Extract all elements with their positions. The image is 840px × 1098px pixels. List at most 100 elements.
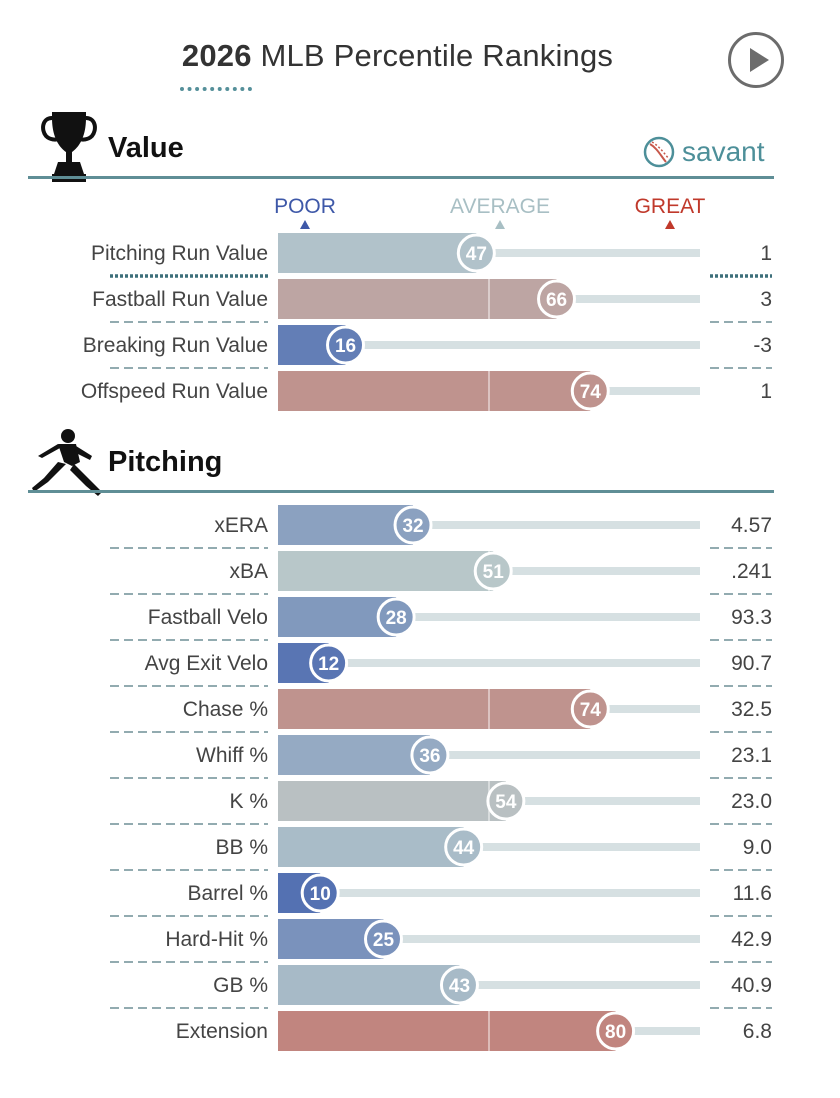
percentile-bar[interactable]	[278, 965, 460, 1005]
legend-average-label: AVERAGE	[450, 195, 550, 218]
metric-label: xERA	[214, 514, 268, 537]
bar-track	[396, 613, 700, 621]
percentile-label: 54	[495, 792, 517, 813]
bar-track	[505, 797, 700, 805]
metric-label: Fastball Run Value	[92, 288, 268, 311]
metric-label: GB %	[213, 974, 268, 997]
legend-great-marker	[665, 220, 675, 229]
page-title: 2026 MLB Percentile Rankings	[0, 38, 795, 74]
percentile-label: 25	[373, 930, 395, 951]
bar-track	[328, 659, 700, 667]
percentile-bubble[interactable]	[570, 371, 610, 411]
percentile-label: 74	[580, 700, 602, 721]
percentile-bar[interactable]	[278, 505, 414, 545]
section-title-value: Value	[108, 132, 184, 164]
percentile-bar[interactable]	[278, 371, 591, 411]
percentile-bar[interactable]	[278, 233, 477, 273]
percentile-bubble[interactable]	[300, 873, 340, 913]
bar-track	[429, 751, 700, 759]
metric-value: 90.7	[731, 652, 772, 675]
percentile-label: 80	[605, 1022, 626, 1043]
metric-label: Whiff %	[196, 744, 268, 767]
metric-value: 93.3	[731, 606, 772, 629]
metric-label: Barrel %	[187, 882, 268, 905]
percentile-bubble[interactable]	[473, 551, 513, 591]
legend-poor-label: POOR	[274, 195, 336, 218]
metric-label: K %	[229, 790, 268, 813]
percentile-bar[interactable]	[278, 1011, 616, 1051]
percentile-bubble[interactable]	[309, 643, 349, 683]
section-divider-pitching	[28, 490, 774, 493]
percentile-bar[interactable]	[278, 827, 464, 867]
percentile-label: 66	[546, 290, 567, 311]
metric-label: Pitching Run Value	[91, 242, 268, 265]
percentile-bar[interactable]	[278, 735, 430, 775]
percentile-label: 44	[453, 838, 475, 859]
metric-label: Fastball Velo	[148, 606, 268, 629]
percentile-label: 12	[318, 654, 339, 675]
metric-value: 1	[760, 380, 772, 403]
pitcher-icon	[32, 429, 102, 496]
percentile-bubble[interactable]	[486, 781, 526, 821]
metric-label: Avg Exit Velo	[145, 652, 268, 675]
metric-value: 23.1	[731, 744, 772, 767]
section-divider-value	[28, 176, 774, 179]
metric-label: Extension	[176, 1020, 268, 1043]
percentile-bubble[interactable]	[570, 689, 610, 729]
metric-label: Chase %	[183, 698, 268, 721]
metric-value: 9.0	[743, 836, 772, 859]
bar-track	[493, 567, 700, 575]
metric-value: .241	[731, 560, 772, 583]
percentile-label: 10	[310, 884, 331, 905]
percentile-bar[interactable]	[278, 781, 506, 821]
bar-track	[556, 295, 700, 303]
percentile-bubble[interactable]	[456, 233, 496, 273]
metric-value: 40.9	[731, 974, 772, 997]
play-icon	[750, 48, 769, 72]
metric-label: Hard-Hit %	[165, 928, 268, 951]
bar-track	[476, 249, 700, 257]
legend-poor-marker	[300, 220, 310, 229]
title-underline	[180, 87, 252, 91]
metric-label: xBA	[229, 560, 268, 583]
metric-value: 23.0	[731, 790, 772, 813]
title-year: 2026	[181, 38, 252, 73]
percentile-bubble[interactable]	[393, 505, 433, 545]
percentile-bubble[interactable]	[596, 1011, 636, 1051]
percentile-bubble[interactable]	[439, 965, 479, 1005]
play-button[interactable]	[728, 32, 784, 88]
percentile-bar[interactable]	[278, 597, 397, 637]
percentile-label: 47	[466, 244, 487, 265]
percentile-label: 28	[386, 608, 407, 629]
bar-track	[345, 341, 700, 349]
legend-great-label: GREAT	[635, 195, 706, 218]
metric-value: 1	[760, 242, 772, 265]
savant-logo[interactable]: savant	[642, 135, 765, 169]
percentile-bar[interactable]	[278, 279, 557, 319]
metric-value: 42.9	[731, 928, 772, 951]
bar-track	[590, 387, 700, 395]
metric-value: 4.57	[731, 514, 772, 537]
bar-track	[320, 889, 700, 897]
percentile-bubble[interactable]	[410, 735, 450, 775]
savant-label: savant	[682, 136, 765, 167]
metric-value: 32.5	[731, 698, 772, 721]
percentile-bubble[interactable]	[326, 325, 366, 365]
percentile-label: 51	[483, 562, 505, 583]
metric-value: 11.6	[733, 882, 772, 905]
bar-track	[463, 843, 700, 851]
percentile-bubble[interactable]	[364, 919, 403, 959]
bar-track	[413, 521, 700, 529]
percentile-bubble[interactable]	[444, 827, 484, 867]
percentile-label: 36	[419, 746, 440, 767]
percentile-bubble[interactable]	[537, 279, 577, 319]
baseball-icon	[643, 136, 675, 168]
percentile-bar[interactable]	[278, 551, 494, 591]
percentile-bar[interactable]	[278, 689, 591, 729]
title-text: MLB Percentile Rankings	[260, 38, 614, 73]
metric-label: Breaking Run Value	[83, 334, 268, 357]
percentile-bubble[interactable]	[376, 597, 416, 637]
bar-track	[459, 981, 700, 989]
legend-average-marker	[495, 220, 505, 229]
